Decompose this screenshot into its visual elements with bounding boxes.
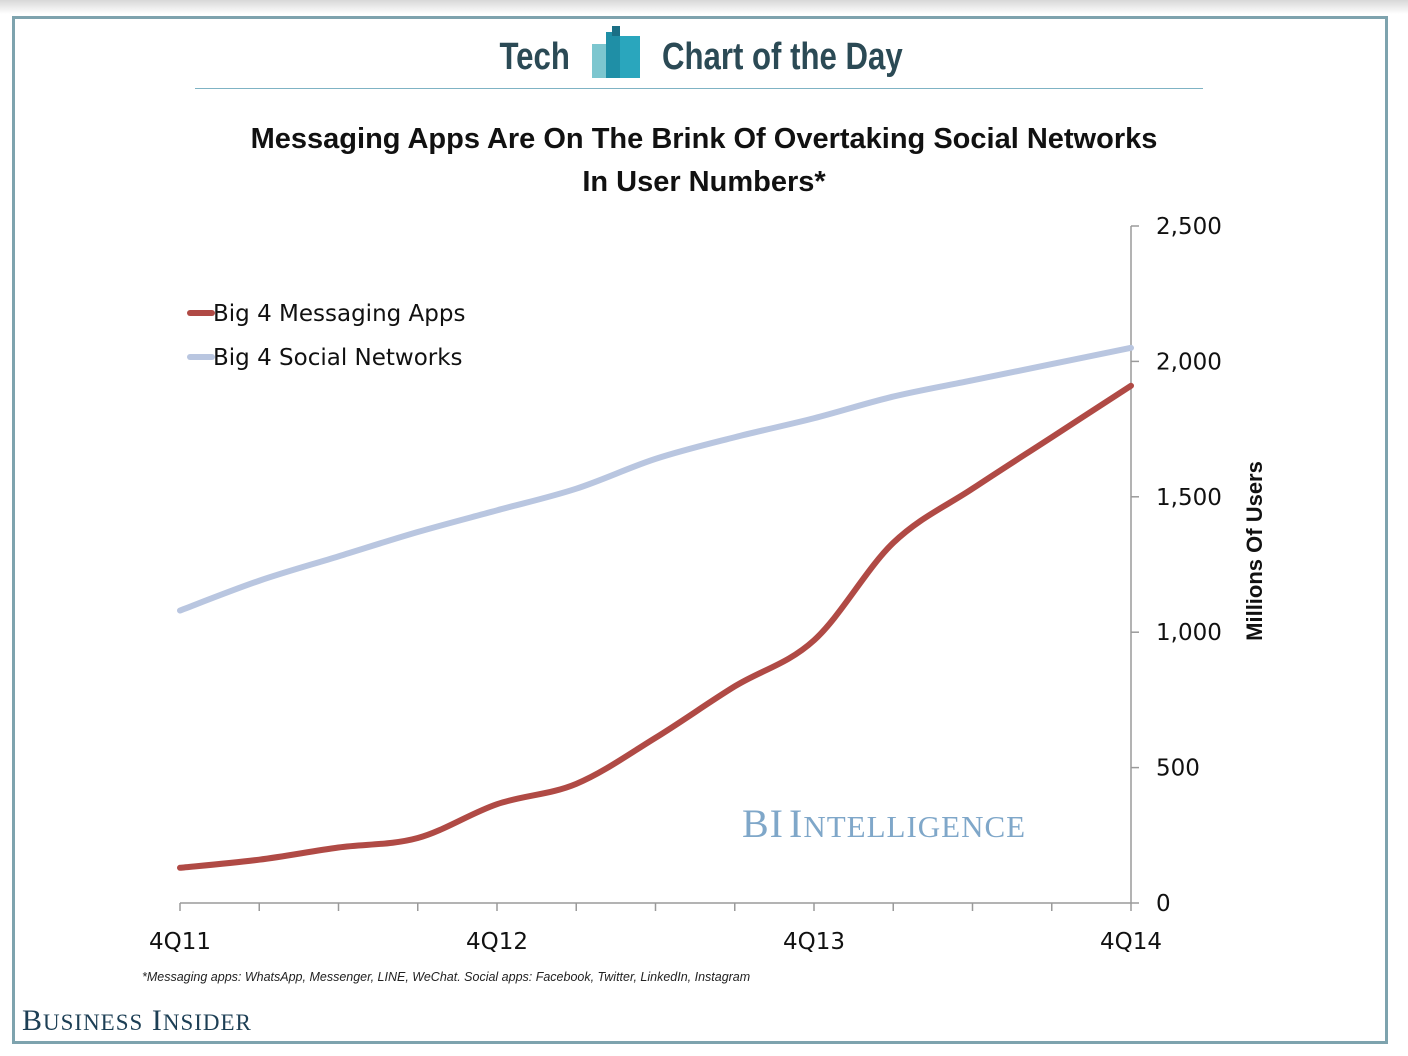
footnote: *Messaging apps: WhatsApp, Messenger, LI… xyxy=(142,970,751,984)
watermark: BI INTELLIGENCE xyxy=(742,801,1027,846)
y-tick-label: 2,000 xyxy=(1156,349,1222,375)
header-left-label: Tech xyxy=(499,36,570,78)
series-line-messaging-apps xyxy=(177,382,1134,871)
legend-label-messaging-apps: Big 4 Messaging Apps xyxy=(213,301,465,327)
series-line-social-networks xyxy=(177,344,1134,614)
y-tick-label: 1,000 xyxy=(1156,620,1222,646)
chart-frame xyxy=(12,16,1388,1044)
y-axis-title: Millions Of Users xyxy=(1242,461,1267,641)
top-shade xyxy=(0,0,1408,14)
x-tick-label: 4Q12 xyxy=(466,929,528,955)
x-tick-label: 4Q13 xyxy=(783,929,845,955)
x-tick-label: 4Q11 xyxy=(149,929,211,955)
chart-title: Messaging Apps Are On The Brink Of Overt… xyxy=(250,123,1158,198)
y-tick-label: 500 xyxy=(1156,756,1200,782)
legend-label-social-networks: Big 4 Social Networks xyxy=(213,345,463,371)
header-rule xyxy=(195,88,1203,89)
bar-chart-icon xyxy=(592,26,644,83)
y-tick-label: 0 xyxy=(1156,891,1171,917)
x-tick-label: 4Q14 xyxy=(1100,929,1162,955)
y-tick-label: 2,500 xyxy=(1156,214,1222,240)
header: Tech Chart of the Day xyxy=(0,22,1408,88)
y-tick-label: 1,500 xyxy=(1156,485,1222,511)
header-right-label: Chart of the Day xyxy=(662,36,903,78)
brand-logo: BUSINESS INSIDER xyxy=(22,1004,252,1037)
